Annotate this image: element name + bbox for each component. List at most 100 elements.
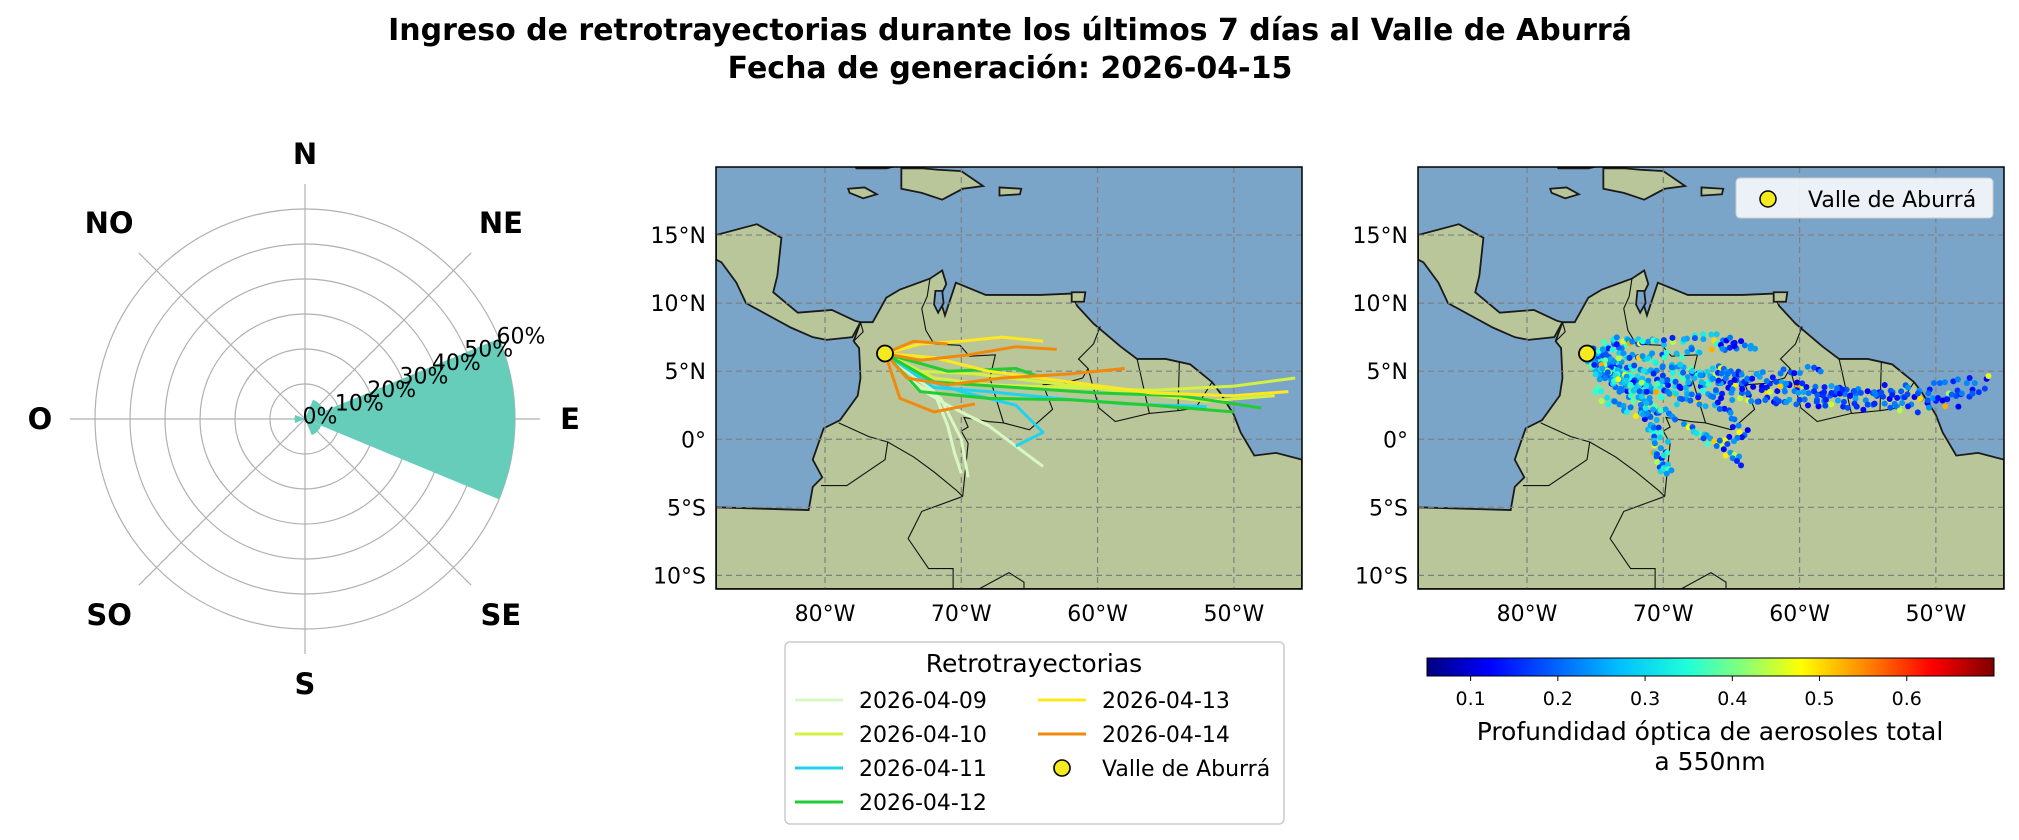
aod-point: [1632, 413, 1639, 420]
aod-point: [1783, 399, 1790, 406]
polar-bar-se: [305, 419, 322, 436]
map2-lon-tick: 60°W: [1769, 602, 1830, 627]
map2-tick-labels: 80°W 70°W 60°W 50°W 15°N 10°N 5°N 0° 5°S 10°S: [1353, 224, 1967, 627]
aod-point: [1660, 341, 1667, 348]
aod-point: [1713, 331, 1720, 338]
aod-point: [1925, 404, 1932, 411]
aod-point: [1615, 355, 1622, 362]
aod-point: [1598, 398, 1605, 405]
aod-point: [1898, 388, 1905, 395]
aod-point: [1801, 396, 1808, 403]
aod-point: [1650, 370, 1657, 377]
aod-point: [1684, 391, 1691, 398]
aod-point: [1738, 371, 1745, 378]
map1-border: [820, 422, 889, 487]
figure-title-line2: Fecha de generación: 2026-04-15: [728, 51, 1293, 86]
aod-point: [1971, 380, 1978, 387]
aod-point: [1777, 383, 1784, 390]
aod-point: [1718, 395, 1725, 402]
aod-point: [1847, 392, 1854, 399]
aod-point: [1695, 394, 1702, 401]
aod-point: [1958, 390, 1965, 397]
aod-point: [1851, 400, 1858, 407]
aod-point: [1844, 404, 1851, 411]
map2-border: [1609, 495, 1665, 589]
aod-point: [1716, 437, 1723, 444]
aod-point: [1684, 349, 1691, 356]
map1-trajectories: [883, 335, 1296, 478]
aod-point: [1737, 395, 1744, 402]
legend-label: 2026-04-09: [859, 689, 987, 714]
aod-point: [1704, 368, 1711, 375]
aod-point: [1664, 461, 1671, 468]
aod-point: [1604, 369, 1611, 376]
aod-point: [1646, 394, 1653, 401]
aod-point: [1657, 407, 1664, 414]
map1-border: [907, 495, 963, 589]
aod-point: [1924, 397, 1931, 404]
polar-direction-ne: NE: [479, 206, 523, 240]
aod-point: [1624, 409, 1631, 416]
aod-point: [1691, 335, 1698, 342]
aod-point: [1727, 334, 1734, 341]
aod-point: [1643, 400, 1650, 407]
aod-point: [1985, 373, 1992, 380]
aod-point: [1663, 470, 1670, 477]
map1-lat-tick: 10°S: [653, 564, 706, 589]
aod-point: [1691, 375, 1698, 382]
colorbar-tick-label: 0.3: [1630, 688, 1660, 710]
legend-label: 2026-04-14: [1102, 723, 1230, 748]
aod-point: [1657, 434, 1664, 441]
aod-point: [1630, 398, 1637, 405]
aod-point: [1904, 391, 1911, 398]
aod-point: [1623, 377, 1630, 384]
polar-radial-tick: 20%: [367, 378, 416, 403]
aod-point: [1626, 354, 1633, 361]
aod-point: [1654, 458, 1661, 465]
aod-point: [1878, 389, 1885, 396]
aod-point: [1774, 388, 1781, 395]
polar-spoke: [138, 418, 306, 586]
colorbar-tick-label: 0.4: [1717, 688, 1747, 710]
receptor-marker: [1578, 344, 1596, 363]
aod-point: [1666, 390, 1673, 397]
aod-point: [1631, 362, 1638, 369]
aod-point: [1763, 377, 1770, 384]
aod-point: [1592, 389, 1599, 396]
map2-lat-tick: 5°N: [1367, 360, 1408, 385]
map2-lat-tick: 10°S: [1355, 564, 1408, 589]
aod-point: [1689, 424, 1696, 431]
polar-bar-o: [294, 414, 305, 424]
aod-point: [1736, 429, 1743, 436]
aod-point: [1713, 443, 1720, 450]
aod-point: [1766, 388, 1773, 395]
aod-point: [1966, 375, 1973, 382]
aod-point: [1726, 344, 1733, 351]
aod-point: [1689, 367, 1696, 374]
trajectory-2026-04-10: [884, 352, 1296, 392]
map2-border: [1655, 572, 1727, 589]
aod-point: [1676, 383, 1683, 390]
aod-point: [1775, 398, 1782, 405]
aod-point: [1942, 403, 1949, 410]
aod-point: [1653, 359, 1660, 366]
polar-bar-ne: [305, 399, 325, 419]
map1-land-puertoRico: [998, 186, 1023, 197]
aod-point: [1969, 390, 1976, 397]
trajectory-map: 80°W 70°W 60°W 50°W 15°N 10°N 5°N 0° 5°S 10°S: [651, 166, 1303, 627]
aod-point: [1669, 369, 1676, 376]
aod-point: [1693, 430, 1700, 437]
aod-point: [1710, 394, 1717, 401]
map1-lat-tick: 15°N: [651, 224, 706, 249]
aod-point: [1828, 383, 1835, 390]
aod-point: [1730, 438, 1737, 445]
aod-point: [1722, 452, 1729, 459]
aod-point: [1754, 398, 1761, 405]
map1-land: [716, 167, 1302, 589]
aod-point: [1684, 374, 1691, 381]
colorbar-tick-label: 0.5: [1804, 688, 1834, 710]
map2-lat-tick: 15°N: [1353, 224, 1408, 249]
map1-lat-tick: 5°S: [667, 496, 706, 521]
aod-point: [1660, 465, 1667, 472]
aod-point: [1930, 380, 1937, 387]
